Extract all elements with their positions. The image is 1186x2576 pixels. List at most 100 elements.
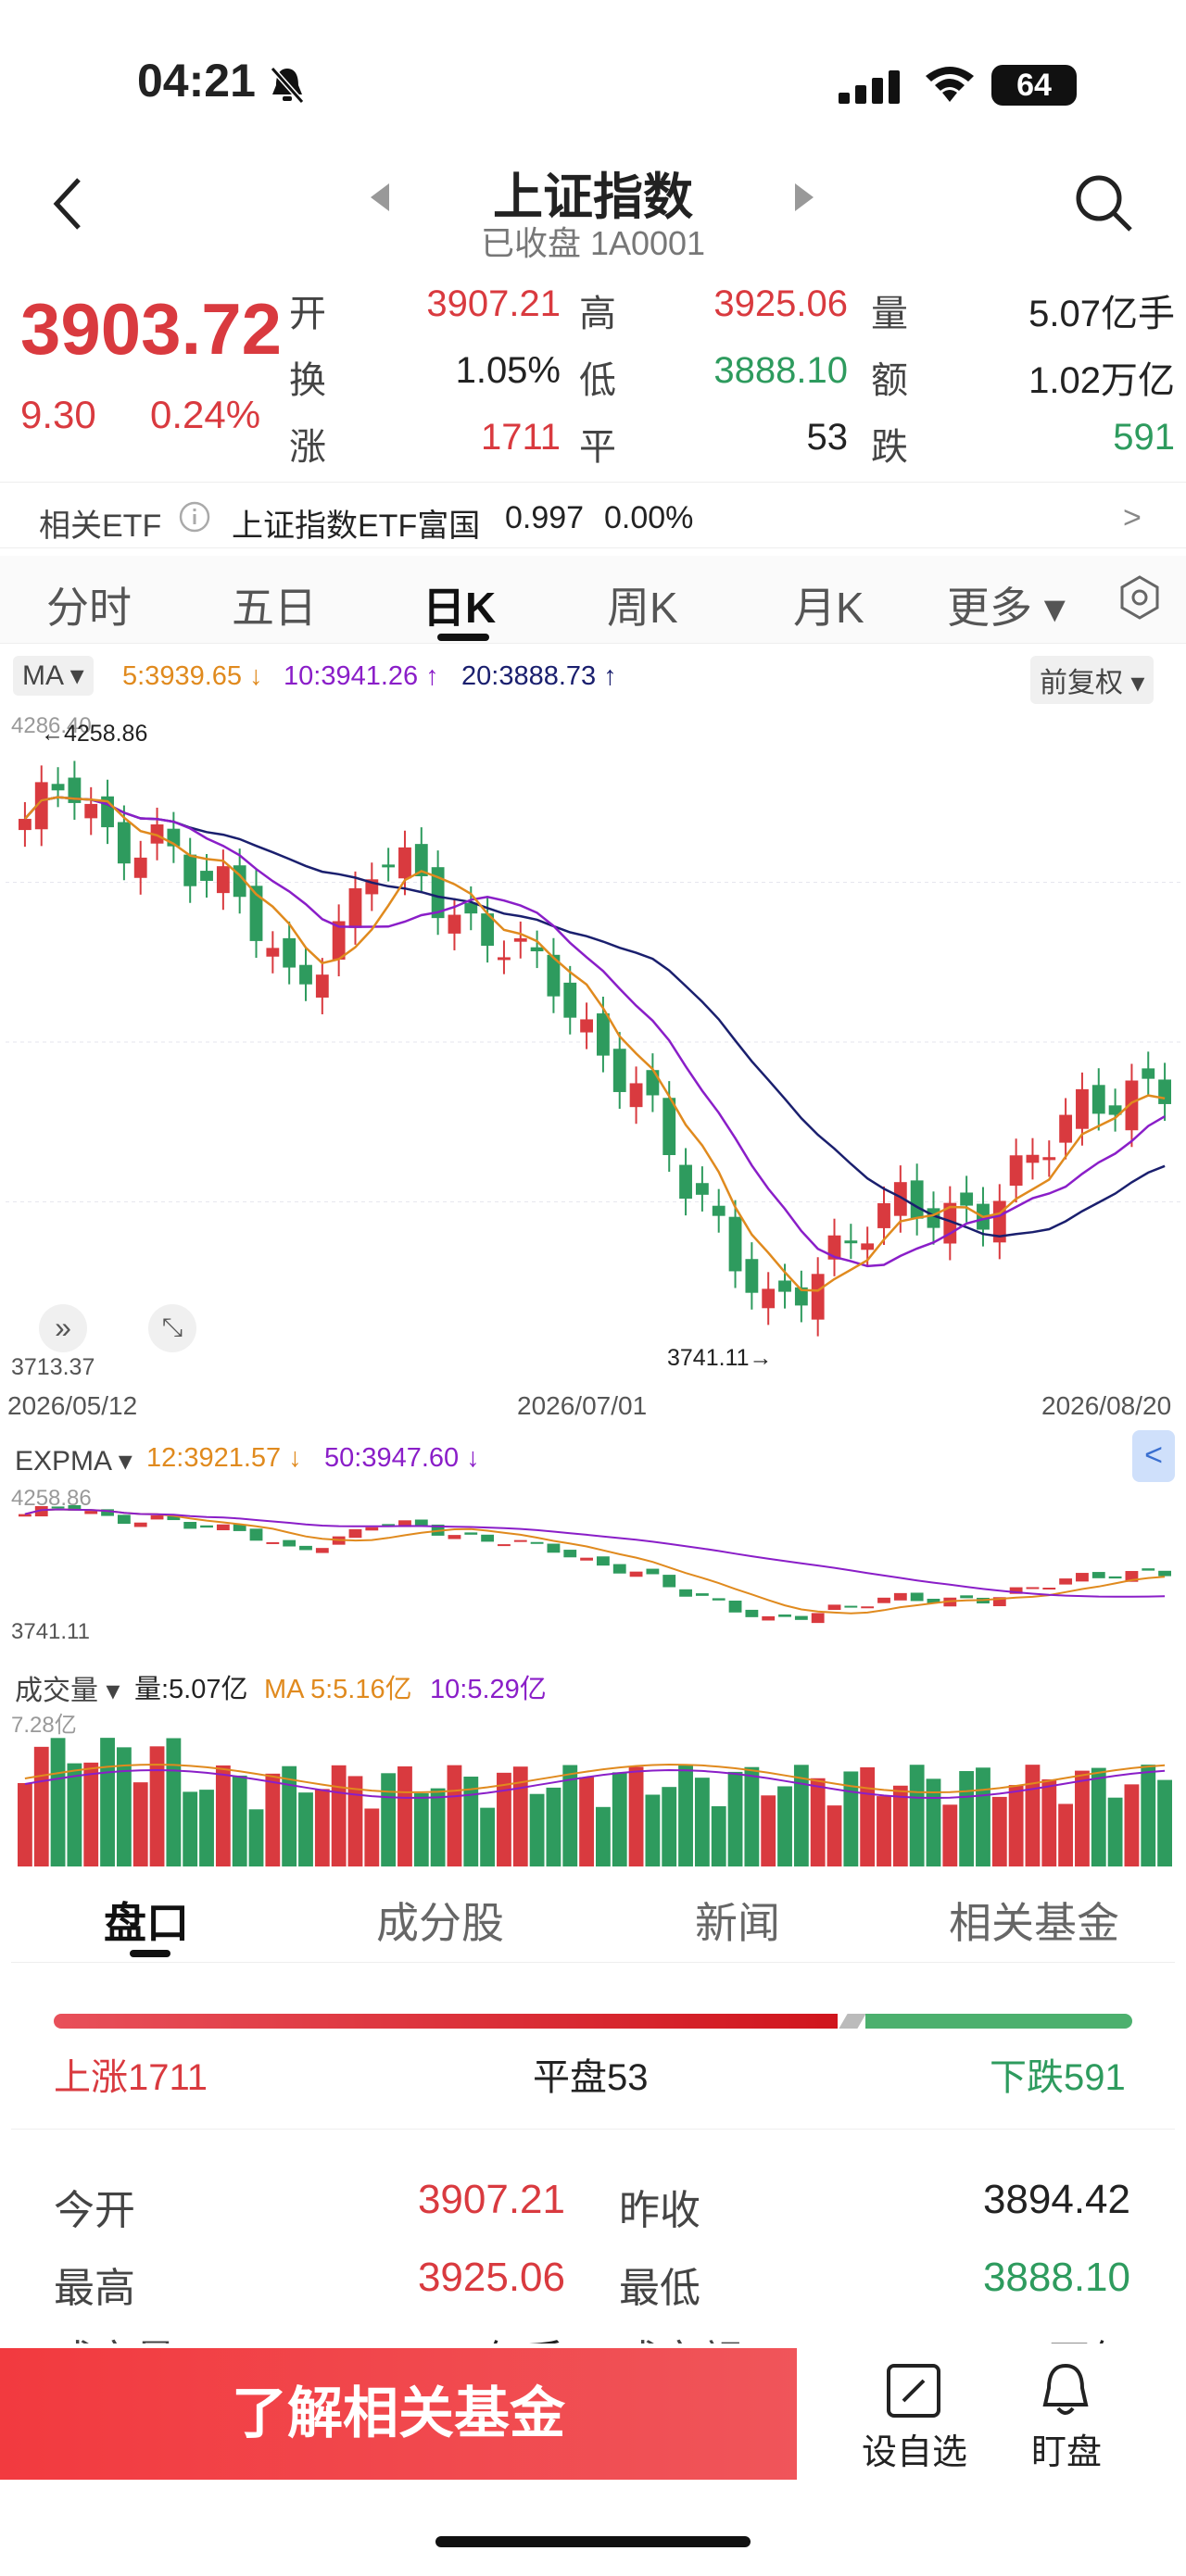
quote-label-turnover: 换 (289, 360, 326, 401)
fullscreen-icon[interactable]: ⤡ (148, 1304, 196, 1352)
ma-selector[interactable]: MA ▾ (13, 656, 94, 696)
chevron-right-icon[interactable]: > (1123, 500, 1142, 535)
etf-name[interactable]: 上证指数ETF富国 (232, 509, 481, 544)
volume-ma10-line (24, 1768, 1166, 1800)
expma-candle (414, 1519, 428, 1527)
period-tabs (0, 556, 1186, 644)
candle-body (580, 1019, 593, 1033)
divider (11, 2129, 1175, 2130)
adjust-selector[interactable]: 前复权 ▾ (1030, 656, 1154, 704)
candle-body (1142, 1068, 1155, 1079)
next-stock-icon[interactable] (793, 182, 815, 218)
candle-body (695, 1183, 709, 1195)
volume-top-label: 7.28亿 (11, 1713, 77, 1738)
volume-bar (199, 1790, 214, 1866)
expand-icon[interactable]: » (39, 1304, 87, 1352)
volume-ma5: MA 5:5.16亿 (264, 1675, 412, 1704)
tab-related-funds[interactable]: 相关基金 (949, 1899, 1119, 1947)
candle-body (299, 964, 312, 985)
expma-candle (712, 1598, 725, 1601)
candle-body (382, 864, 396, 868)
expma-candle (1076, 1573, 1089, 1582)
expma-candle (1091, 1572, 1105, 1578)
tab-weekly-k[interactable]: 周K (607, 584, 678, 632)
current-price: 3903.72 (20, 288, 282, 370)
date-start: 2026/05/12 (7, 1391, 138, 1420)
volume-bar (512, 1766, 528, 1866)
expma-candle (893, 1592, 907, 1601)
candle-body (84, 803, 98, 819)
tab-intraday[interactable]: 分时 (46, 584, 132, 632)
volume-bar (612, 1772, 627, 1866)
expma-candle (1009, 1587, 1023, 1594)
volume-bar (694, 1778, 710, 1866)
monitor-label[interactable]: 盯盘 (1031, 2433, 1103, 2472)
expma-candle (382, 1524, 396, 1527)
volume-selector[interactable]: 成交量 ▾ (15, 1676, 120, 1706)
volume-bar (1058, 1803, 1074, 1866)
tab-news[interactable]: 新闻 (695, 1899, 780, 1947)
candlestick-chart[interactable] (6, 713, 1180, 1380)
tab-more[interactable]: 更多 ▾ (947, 584, 1066, 632)
volume-bar (662, 1787, 677, 1866)
expma50-line (24, 1508, 1166, 1598)
expma-candle (646, 1568, 660, 1575)
etf-price: 0.997 (505, 500, 585, 535)
tab-daily-k[interactable]: 日K (423, 584, 497, 632)
bell-icon[interactable] (1038, 2362, 1093, 2424)
expma-candle (233, 1524, 246, 1531)
expma-candle (728, 1601, 742, 1613)
expma-candle (200, 1525, 213, 1528)
volume-bar (132, 1782, 148, 1866)
candle-body (778, 1280, 791, 1292)
rise-bar (54, 2014, 838, 2029)
volume-bar (877, 1796, 891, 1866)
volume-bar (413, 1792, 429, 1866)
volume-bar (1041, 1778, 1057, 1866)
expma-candle (563, 1550, 577, 1558)
volume-bar (447, 1765, 462, 1866)
info-icon[interactable] (176, 498, 213, 540)
expma-candle (365, 1527, 379, 1531)
volume-bar (1124, 1784, 1140, 1866)
learn-funds-button[interactable]: 了解相关基金 (0, 2348, 797, 2480)
etf-bar[interactable] (0, 482, 1186, 548)
divider (11, 1962, 1175, 1963)
volume-bar (860, 1766, 876, 1866)
volume-bar (331, 1765, 347, 1866)
volume-bar (976, 1767, 990, 1866)
expma-selector[interactable]: EXPMA ▾ (15, 1446, 132, 1476)
detail-value-prevclose: 3894.42 (982, 2177, 1130, 2222)
edit-watchlist-icon[interactable] (885, 2362, 942, 2424)
tab-constituents[interactable]: 成分股 (376, 1899, 504, 1947)
expma-candle (927, 1598, 940, 1603)
expma-candle (679, 1589, 692, 1597)
tab-orderbook[interactable]: 盘口 (104, 1899, 189, 1947)
quote-label-low: 低 (579, 360, 616, 401)
watchlist-label[interactable]: 设自选 (862, 2433, 968, 2472)
rise-count: 上涨1711 (54, 2057, 208, 2098)
volume-bar (909, 1765, 925, 1866)
back-arrow-icon[interactable] (51, 176, 84, 236)
tab-five-day[interactable]: 五日 (232, 584, 317, 632)
candle-body (183, 854, 197, 886)
page-title: 上证指数 (493, 170, 693, 225)
expma-candle (84, 1511, 98, 1514)
candle-body (1091, 1085, 1105, 1114)
quote-label-down: 跌 (871, 427, 908, 468)
prev-stock-icon[interactable] (369, 182, 391, 218)
volume-bar (777, 1786, 792, 1866)
candle-body (679, 1164, 692, 1200)
toggle-panel-button[interactable]: < (1132, 1430, 1175, 1482)
expma-candle (513, 1539, 527, 1542)
volume-bar (381, 1773, 397, 1866)
status-time: 04:21 (137, 55, 256, 107)
expma-candle (34, 1505, 48, 1517)
expma-candle (481, 1534, 495, 1542)
search-icon[interactable] (1073, 172, 1134, 238)
expma-candle (464, 1532, 478, 1535)
tab-monthly-k[interactable]: 月K (793, 584, 864, 632)
settings-icon[interactable] (1117, 574, 1163, 625)
volume-bar (793, 1765, 809, 1866)
volume-bar (579, 1777, 594, 1866)
